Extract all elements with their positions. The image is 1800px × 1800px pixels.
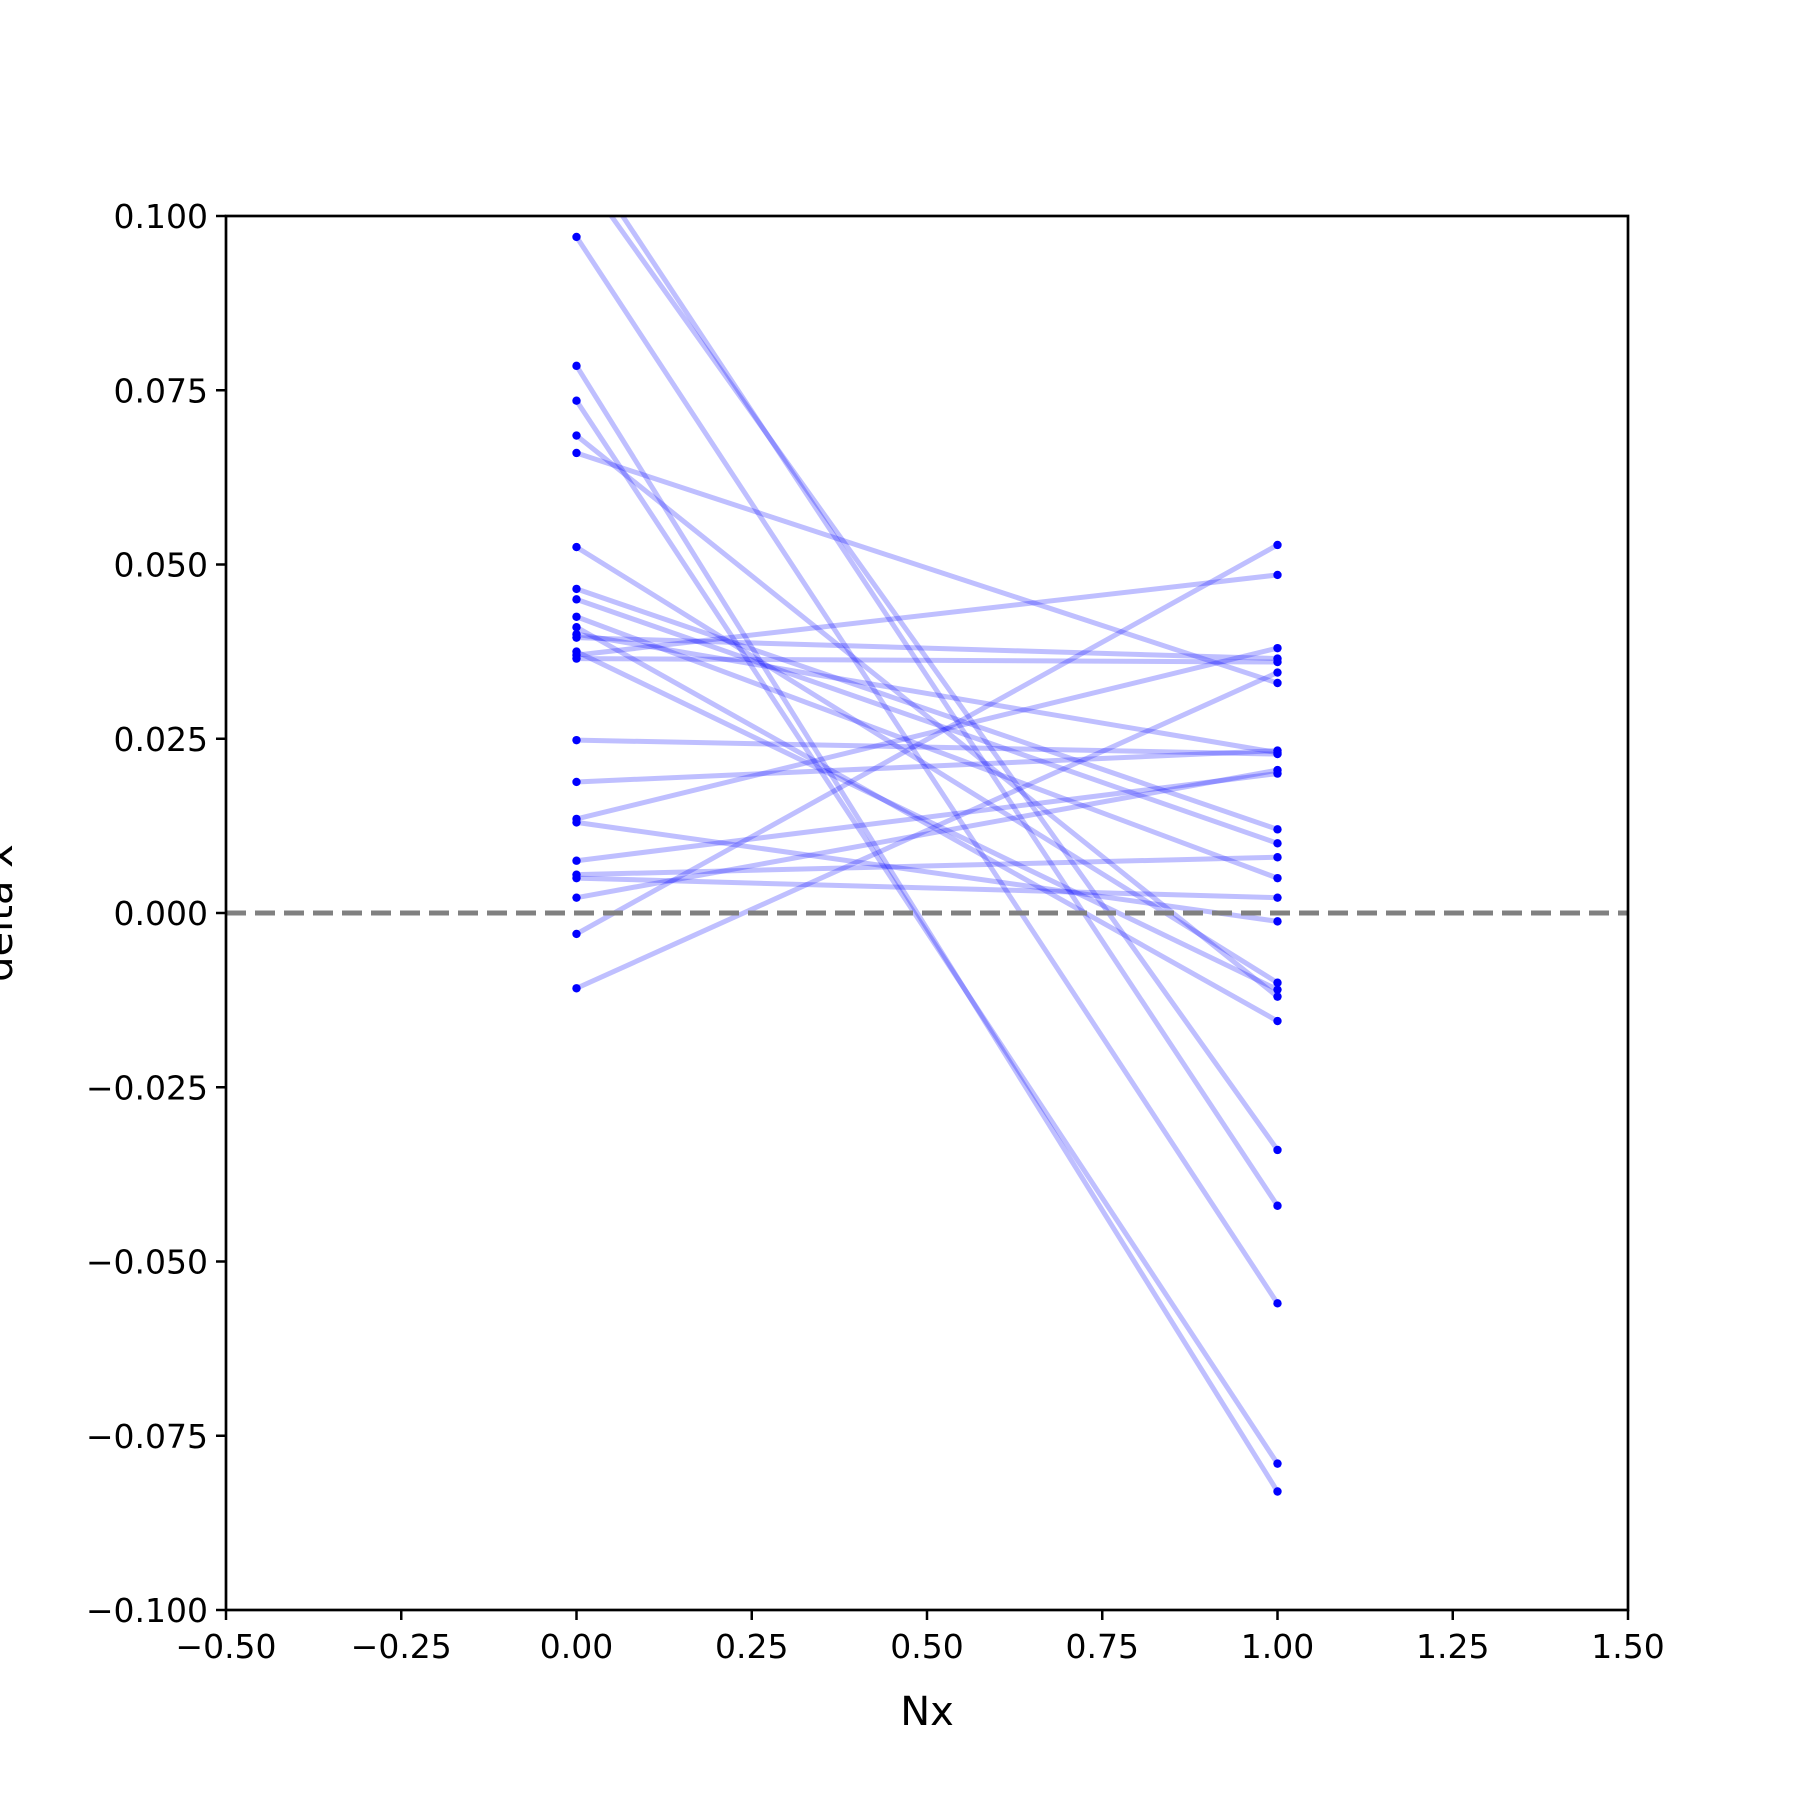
series-line: [576, 819, 1278, 924]
data-point: [572, 633, 581, 642]
data-point: [572, 431, 581, 440]
series-line: [576, 767, 1278, 901]
data-point: [1273, 1201, 1282, 1210]
y-axis-ticks: −0.100 −0.075 −0.050 −0.025 0.000 0.025 0.050 0…: [86, 197, 226, 1630]
y-axis-label: delta x: [0, 844, 22, 982]
data-point: [572, 232, 581, 242]
data-point: [572, 623, 581, 632]
series-line: [576, 854, 1278, 878]
series-line: [575, 586, 1279, 832]
data-point: [1273, 917, 1282, 926]
data-point: [1273, 746, 1282, 755]
data-point: [572, 654, 581, 663]
data-point: [572, 984, 581, 993]
data-point: [1273, 678, 1282, 688]
x-tick-label: 1.50: [1591, 1627, 1664, 1666]
plot-series: [574, 216, 1280, 1493]
y-tick-label: −0.050: [86, 1243, 208, 1282]
series-line: [576, 875, 1278, 901]
series-line: [575, 450, 1279, 686]
data-point: [1273, 643, 1282, 653]
plot-markers: [572, 232, 1282, 1496]
series-line: [574, 433, 1280, 999]
series-line: [574, 235, 1280, 1305]
y-tick-label: 0.075: [114, 371, 208, 410]
data-point: [572, 396, 581, 405]
data-point: [1273, 825, 1282, 834]
data-point: [572, 777, 581, 787]
data-point: [572, 818, 581, 827]
series-line: [576, 656, 1278, 665]
x-tick-label: −0.25: [351, 1627, 452, 1666]
series-line: [574, 399, 1280, 1466]
data-point: [1273, 668, 1282, 677]
y-tick-label: −0.025: [86, 1068, 208, 1107]
series-line: [575, 625, 1279, 1024]
x-tick-label: −0.50: [175, 1627, 276, 1666]
y-tick-label: 0.100: [114, 197, 208, 236]
data-point: [1273, 873, 1282, 883]
data-point: [1273, 1016, 1282, 1026]
data-point: [1273, 1459, 1282, 1468]
series-line: [576, 737, 1278, 757]
y-tick-label: 0.000: [114, 894, 208, 933]
x-axis-ticks: −0.50 −0.25 0.00 0.25 0.50 0.75 1.00 1.25 1.50: [175, 1610, 1665, 1666]
series-line: [576, 631, 1278, 756]
x-tick-label: 1.25: [1416, 1627, 1489, 1666]
data-point: [1273, 853, 1282, 862]
data-point: [572, 929, 581, 939]
data-point: [572, 893, 581, 902]
y-tick-label: 0.050: [114, 546, 208, 585]
series-line: [576, 771, 1278, 864]
data-point: [1273, 657, 1282, 667]
data-point: [1273, 540, 1282, 550]
series-line: [576, 748, 1278, 785]
series-line: [576, 635, 1278, 662]
series-line: [575, 544, 1279, 985]
data-point: [572, 448, 581, 458]
series-line: [619, 216, 1280, 1208]
series-line: [574, 364, 1280, 1493]
data-point: [1273, 1145, 1282, 1155]
x-tick-label: 0.50: [890, 1627, 963, 1666]
series-line: [575, 649, 1279, 992]
x-tick-label: 0.25: [715, 1627, 788, 1666]
series-line: [575, 542, 1279, 937]
x-tick-label: 0.00: [540, 1627, 613, 1666]
data-point: [1273, 985, 1282, 994]
data-point: [572, 361, 581, 371]
data-point: [572, 873, 581, 883]
data-point: [1273, 1487, 1282, 1496]
data-point: [1273, 839, 1282, 848]
data-point: [1273, 992, 1282, 1001]
series-line: [575, 645, 1279, 822]
data-point: [1273, 1299, 1282, 1308]
series-line: [575, 596, 1279, 846]
data-point: [572, 584, 581, 594]
y-tick-label: −0.075: [86, 1417, 208, 1456]
series-line: [608, 216, 1280, 1152]
y-tick-label: −0.100: [86, 1591, 208, 1630]
data-point: [572, 856, 581, 865]
series-line: [575, 670, 1279, 991]
data-point: [1273, 765, 1282, 775]
data-point: [572, 735, 581, 745]
series-line: [576, 572, 1278, 658]
x-axis-label: Nx: [900, 1689, 954, 1735]
y-tick-label: 0.025: [114, 720, 208, 759]
x-tick-label: 1.00: [1241, 1627, 1314, 1666]
data-point: [1273, 893, 1282, 902]
data-point: [572, 595, 581, 604]
data-point: [572, 612, 581, 621]
series-line: [575, 614, 1279, 881]
data-point: [572, 542, 581, 552]
data-point: [1273, 570, 1282, 580]
x-tick-label: 0.75: [1066, 1627, 1139, 1666]
data-point: [1273, 978, 1282, 987]
